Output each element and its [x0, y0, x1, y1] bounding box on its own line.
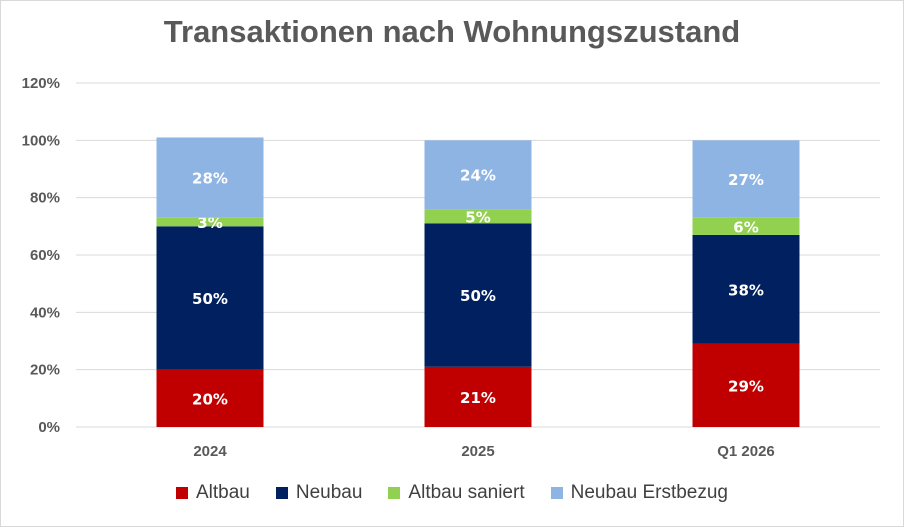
legend-label: Neubau	[295, 482, 363, 503]
data-label: 21%	[460, 389, 496, 407]
data-label: 50%	[192, 290, 228, 308]
x-tick-label: 2024	[193, 443, 227, 460]
legend-swatch	[175, 487, 188, 499]
bar-segment	[424, 223, 532, 367]
bar-segment	[156, 137, 264, 218]
bar-segment	[692, 343, 800, 427]
legend-item: Altbau	[175, 482, 250, 504]
legend-label: Altbau saniert	[408, 482, 525, 503]
data-label: 28%	[192, 170, 228, 188]
bar-segment	[424, 140, 532, 210]
data-label: 3%	[197, 214, 222, 232]
bar-segment	[156, 226, 264, 370]
y-tick-label: 60%	[30, 247, 60, 264]
data-label: 20%	[192, 390, 228, 408]
y-tick-label: 120%	[22, 75, 60, 92]
legend-label: Neubau Erstbezug	[570, 482, 728, 503]
y-tick-label: 20%	[30, 362, 60, 379]
legend-label: Altbau	[195, 482, 250, 503]
legend-swatch	[388, 487, 401, 499]
legend-swatch	[550, 487, 563, 499]
y-tick-label: 80%	[30, 190, 60, 207]
data-label: 27%	[728, 171, 764, 189]
y-tick-label: 0%	[38, 419, 60, 436]
bar-segment	[692, 140, 800, 218]
legend-item: Altbau saniert	[388, 482, 525, 504]
bar-segment	[424, 366, 532, 427]
chart-title: Transaktionen nach Wohnungszustand	[163, 14, 741, 49]
y-tick-label: 40%	[30, 304, 60, 321]
y-tick-label: 100%	[22, 132, 60, 149]
bar-segment	[156, 369, 264, 427]
data-label: 38%	[728, 281, 764, 299]
data-label: 5%	[465, 208, 490, 226]
data-label: 29%	[728, 377, 764, 395]
data-label: 24%	[460, 167, 496, 185]
data-label: 50%	[460, 287, 496, 305]
x-tick-label: 2025	[461, 443, 494, 460]
legend-item: Neubau Erstbezug	[550, 482, 728, 504]
x-tick-label: Q1 2026	[717, 443, 775, 460]
bar-segment	[156, 217, 264, 227]
chart-legend: Altbau Neubau Altbau saniert Neubau Erstbez…	[0, 482, 904, 504]
bar-segment	[692, 217, 800, 235]
legend-swatch	[275, 487, 288, 499]
bar-segment	[692, 234, 800, 344]
legend-item: Neubau	[275, 482, 363, 504]
bar-segment	[424, 209, 532, 224]
data-label: 6%	[733, 218, 758, 236]
